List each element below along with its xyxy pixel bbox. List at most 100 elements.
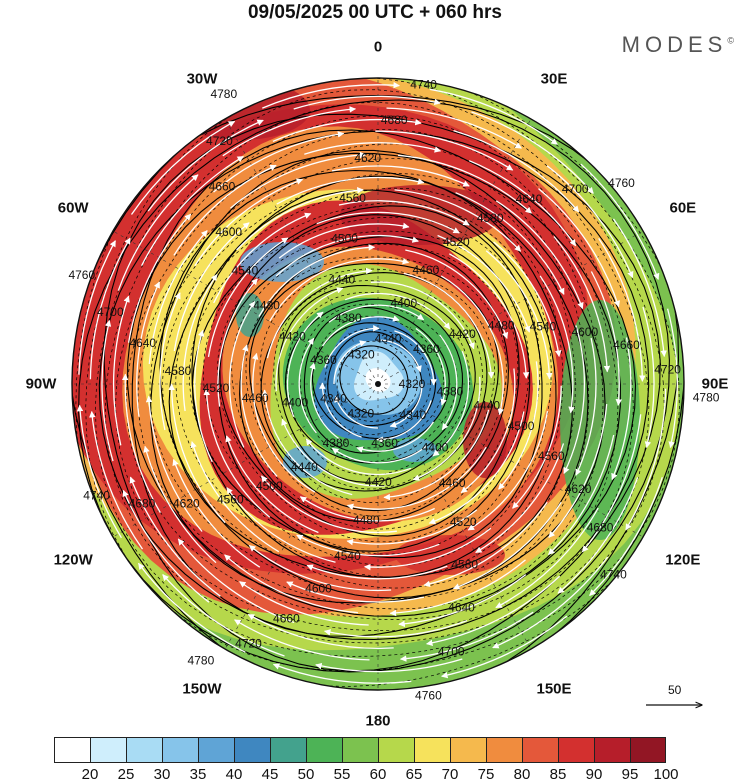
contour-label: 4480 bbox=[353, 513, 380, 527]
colorbar-tick-label: 35 bbox=[189, 766, 207, 783]
contour-label: 4440 bbox=[328, 272, 355, 286]
contour-label: 4640 bbox=[516, 192, 543, 206]
longitude-label: 30W bbox=[186, 70, 218, 88]
colorbar-tick-label: 25 bbox=[117, 766, 135, 783]
colorbar-tick-label: 50 bbox=[297, 766, 315, 783]
contour-label: 4400 bbox=[422, 440, 449, 454]
longitude-label: 120E bbox=[665, 551, 701, 569]
contour-label: 4340 bbox=[400, 408, 427, 422]
contour-label: 4580 bbox=[165, 364, 192, 378]
longitude-label: 0 bbox=[373, 38, 383, 56]
contour-label: 4380 bbox=[335, 311, 362, 325]
colorbar-tick-label: 75 bbox=[477, 766, 495, 783]
contour-label: 4780 bbox=[188, 654, 215, 668]
map-title: 09/05/2025 00 UTC + 060 hrs bbox=[247, 2, 503, 23]
contour-label: 4760 bbox=[415, 689, 442, 703]
longitude-label: 90W bbox=[25, 375, 57, 393]
longitude-label: 30E bbox=[540, 70, 568, 88]
streamlines bbox=[72, 78, 684, 690]
colorbar bbox=[54, 737, 666, 763]
map-border bbox=[71, 77, 685, 691]
contour-label: 4520 bbox=[443, 235, 470, 249]
contour-label: 4360 bbox=[413, 342, 440, 356]
colorbar-cell bbox=[270, 737, 306, 763]
contour-label: 4700 bbox=[438, 644, 465, 658]
colorbar-cell bbox=[486, 737, 522, 763]
contour-label: 4320 bbox=[347, 406, 374, 420]
contour-label: 4320 bbox=[348, 347, 375, 361]
contour-label: 4560 bbox=[538, 449, 565, 463]
contour-label: 4420 bbox=[279, 329, 306, 343]
contour-labels: 4320432043204340434043404360436043604380… bbox=[68, 78, 719, 703]
contour-label: 4660 bbox=[273, 611, 300, 625]
colorbar-cell bbox=[594, 737, 630, 763]
colorbar-tick-label: 80 bbox=[513, 766, 531, 783]
contour-label: 4380 bbox=[437, 385, 464, 399]
contour-label: 4640 bbox=[129, 336, 156, 350]
contour-label: 4560 bbox=[339, 191, 366, 205]
colorbar-tick-label: 30 bbox=[153, 766, 171, 783]
colorbar-tick-label: 70 bbox=[441, 766, 459, 783]
contour-label: 4380 bbox=[323, 436, 350, 450]
longitude-label: 90E bbox=[701, 375, 729, 393]
contour-label: 4660 bbox=[209, 180, 236, 194]
colorbar-cell bbox=[630, 737, 666, 763]
contour-label: 4540 bbox=[530, 319, 557, 333]
contour-label: 4760 bbox=[68, 268, 95, 282]
colorbar-cell bbox=[198, 737, 234, 763]
colorbar-cell bbox=[342, 737, 378, 763]
contour-label: 4320 bbox=[399, 377, 426, 391]
longitude-label: 60E bbox=[669, 199, 697, 217]
colorbar-tick-label: 20 bbox=[81, 766, 99, 783]
contour-label: 4420 bbox=[449, 327, 476, 341]
contour-label: 4620 bbox=[173, 497, 200, 511]
colorbar-tick-label: 60 bbox=[369, 766, 387, 783]
colorbar-tick-label: 90 bbox=[585, 766, 603, 783]
contour-label: 4720 bbox=[235, 637, 262, 651]
contour-label: 4700 bbox=[562, 182, 589, 196]
colorbar-cell bbox=[306, 737, 342, 763]
contour-label: 4500 bbox=[508, 419, 535, 433]
colorbar-cell bbox=[558, 737, 594, 763]
contour-label: 4360 bbox=[371, 436, 398, 450]
colorbar-cell bbox=[162, 737, 198, 763]
contour-label: 4460 bbox=[439, 476, 466, 490]
contour-label: 4600 bbox=[305, 582, 332, 596]
contour-label: 4440 bbox=[291, 460, 318, 474]
contour-label: 4680 bbox=[129, 496, 156, 510]
contour-label: 4600 bbox=[215, 225, 242, 239]
colorbar-tick-label: 55 bbox=[333, 766, 351, 783]
contour-label: 4540 bbox=[334, 549, 361, 563]
contour-label: 4740 bbox=[410, 78, 437, 92]
contour-label: 4340 bbox=[320, 391, 347, 405]
contour-label: 4640 bbox=[448, 601, 475, 615]
colorbar-tick-label: 65 bbox=[405, 766, 423, 783]
contour-label: 4580 bbox=[451, 558, 478, 572]
colorbar-cell bbox=[126, 737, 162, 763]
colorbar-tick-label: 100 bbox=[653, 766, 679, 783]
contour-label: 4700 bbox=[97, 305, 124, 319]
contour-label: 4600 bbox=[571, 325, 598, 339]
contour-label: 4460 bbox=[242, 391, 269, 405]
longitude-label: 150E bbox=[536, 680, 572, 698]
contour-label: 4680 bbox=[587, 521, 614, 535]
contour-label: 4760 bbox=[608, 176, 635, 190]
contour-label: 4360 bbox=[310, 353, 337, 367]
colorbar-tick-label: 85 bbox=[549, 766, 567, 783]
colorbar-cell bbox=[522, 737, 558, 763]
contour-label: 4720 bbox=[206, 134, 233, 148]
contour-label: 4440 bbox=[473, 399, 500, 413]
longitude-label: 120W bbox=[53, 551, 93, 569]
colorbar-cell bbox=[234, 737, 270, 763]
longitude-label: 150W bbox=[182, 680, 222, 698]
contour-label: 4420 bbox=[365, 475, 392, 489]
colorbar-tick-label: 45 bbox=[261, 766, 279, 783]
contour-label: 4460 bbox=[413, 263, 440, 277]
contour-label: 4780 bbox=[210, 87, 237, 101]
longitude-label: 60W bbox=[57, 199, 89, 217]
contour-label: 4620 bbox=[565, 482, 592, 496]
contour-label: 4780 bbox=[693, 390, 720, 404]
longitude-label: 180 bbox=[365, 712, 391, 730]
colorbar-cell bbox=[54, 737, 90, 763]
